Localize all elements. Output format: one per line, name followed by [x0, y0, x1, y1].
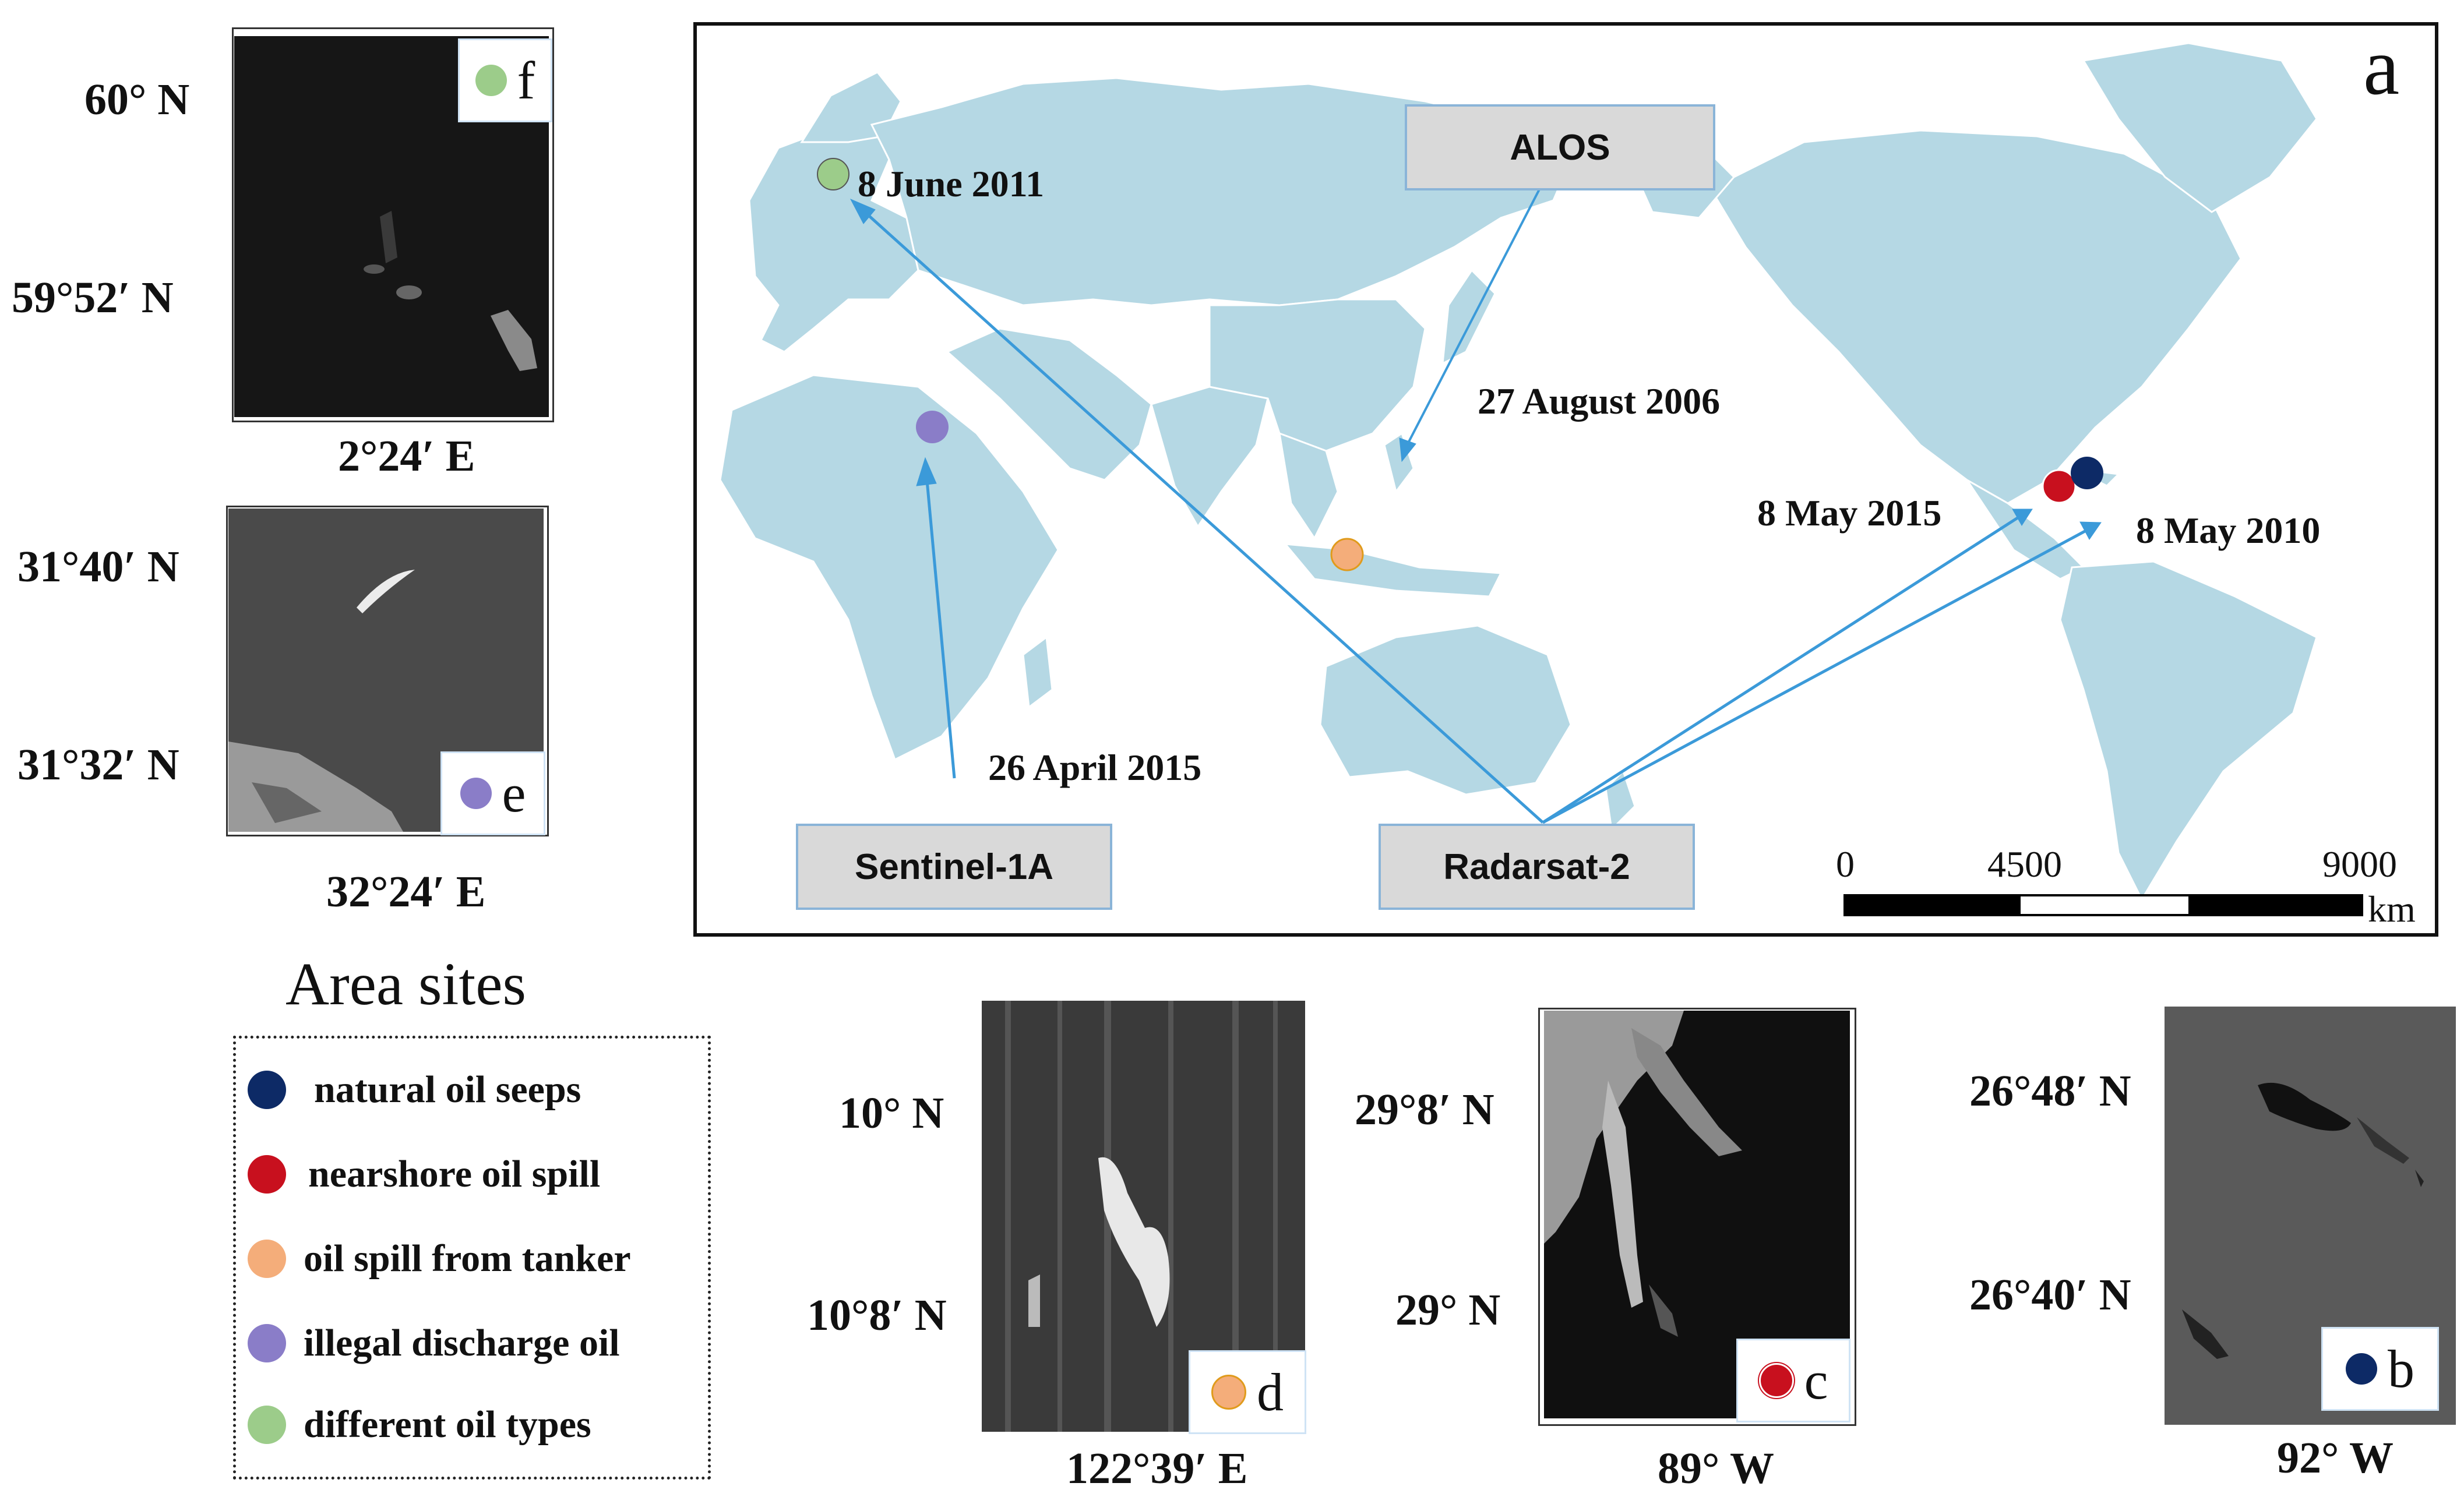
natural-oil-seeps-dot: [2346, 1353, 2377, 1385]
land-africa: [719, 374, 1059, 761]
date-may-2015: 8 May 2015: [1757, 492, 1942, 534]
panel-letter-c: c: [1804, 1351, 1828, 1410]
different-oil-types-dot: [248, 1406, 286, 1444]
panel-letter-a: a: [2363, 22, 2400, 112]
land-north-america: [1709, 129, 2242, 504]
panel-b-lat-26-40n: 26°40′ N: [1969, 1270, 2131, 1319]
satellite-alos: ALOS: [1405, 104, 1715, 190]
panel-f-lat-59-52n: 59°52′ N: [12, 273, 174, 322]
land-north-asia: [870, 77, 1572, 306]
scale-tick-0: 0: [1836, 843, 1855, 885]
site-gulf-nearshore: [2042, 469, 2077, 504]
nearshore-oil-spill-dot: [1758, 1363, 1794, 1398]
legend-label: different oil types: [304, 1403, 591, 1446]
panel-c-lat-29-8n: 29°8′ N: [1355, 1085, 1494, 1134]
panel-e-lon-32-24e: 32°24′ E: [326, 867, 486, 916]
date-may-2010: 8 May 2010: [2136, 510, 2321, 551]
legend-item-oil-spill-from-tanker: oil spill from tanker: [248, 1237, 631, 1281]
land-greenland: [2082, 42, 2318, 213]
natural-oil-seeps-dot: [248, 1071, 286, 1109]
panel-e-frame: [226, 506, 549, 836]
panel-d-lat-10n: 10° N: [839, 1089, 944, 1138]
panel-letter-f: f: [517, 51, 535, 110]
legend-label: nearshore oil spill: [308, 1153, 601, 1195]
panel-c-lon-89w: 89° W: [1658, 1444, 1775, 1493]
panel-f-lon-2-24e: 2°24′ E: [338, 432, 475, 481]
land-india: [1150, 386, 1269, 528]
legend-label: oil spill from tanker: [304, 1237, 631, 1280]
panel-letter-d: d: [1257, 1362, 1284, 1422]
site-gulf-seeps: [2071, 457, 2103, 489]
site-egypt: [916, 411, 949, 443]
land-se-asia: [1278, 432, 1339, 540]
panel-f-tag: f: [458, 38, 552, 122]
site-norway: [817, 158, 849, 190]
legend-label: natural oil seeps: [314, 1068, 581, 1111]
legend-item-nearshore-oil-spill: nearshore oil spill: [248, 1152, 600, 1196]
legend-item-natural-oil-seeps: natural oil seeps: [248, 1068, 581, 1112]
panel-f-lat-60n: 60° N: [84, 75, 190, 124]
illegal-discharge-oil-dot: [248, 1324, 286, 1362]
land-china: [1208, 298, 1426, 452]
land-australia: [1319, 624, 1572, 796]
panel-c-lat-29n: 29° N: [1395, 1286, 1501, 1334]
satellite-radarsat: Radarsat-2: [1379, 824, 1695, 910]
scale-unit: km: [2368, 888, 2416, 930]
scale-tick-9000: 9000: [2322, 843, 2397, 885]
land-madagascar: [1022, 636, 1053, 709]
panel-letter-b: b: [2388, 1339, 2414, 1399]
panel-e-lat-31-32n: 31°32′ N: [17, 740, 179, 789]
scale-tick-4500: 4500: [1987, 843, 2062, 885]
panel-f-frame: [232, 27, 554, 422]
scale-bar: [1843, 894, 2363, 916]
satellite-sentinel: Sentinel-1A: [796, 824, 1112, 910]
oil-spill-from-tanker-dot: [248, 1240, 286, 1278]
panel-d-lon-122-39e: 122°39′ E: [1066, 1444, 1248, 1493]
panel-c-tag: c: [1736, 1339, 1850, 1422]
land-indonesia: [1283, 543, 1503, 598]
world-map-panel: a ALOS Sentinel-1A Radarsat-2 8 June 201…: [693, 22, 2438, 937]
legend-box: natural oil seeps nearshore oil spill oi…: [233, 1036, 711, 1480]
panel-e-lat-31-40n: 31°40′ N: [17, 542, 179, 591]
land-middle-east: [946, 327, 1152, 481]
legend-title: Area sites: [285, 951, 526, 1018]
land-japan: [1441, 269, 1496, 365]
legend-item-illegal-discharge-oil: illegal discharge oil: [248, 1321, 620, 1365]
panel-b-lon-92w: 92° W: [2277, 1434, 2394, 1482]
site-philippines: [1330, 538, 1364, 571]
legend-item-different-oil-types: different oil types: [248, 1403, 591, 1447]
panel-b-lat-26-48n: 26°48′ N: [1969, 1067, 2131, 1115]
legend-label: illegal discharge oil: [304, 1322, 620, 1364]
panel-c-frame: [1538, 1008, 1856, 1426]
date-june-2011: 8 June 2011: [858, 163, 1045, 204]
land-south-america: [2059, 560, 2318, 902]
oil-spill-from-tanker-dot: [1211, 1375, 1246, 1410]
panel-d-lat-10-8n: 10°8′ N: [807, 1291, 947, 1340]
nearshore-oil-spill-dot: [248, 1155, 286, 1194]
illegal-discharge-oil-dot: [460, 778, 492, 809]
date-april-2015: 26 April 2015: [988, 747, 1202, 788]
different-oil-types-dot: [475, 65, 507, 96]
panel-e-tag: e: [440, 751, 545, 835]
panel-letter-e: e: [502, 764, 526, 823]
date-august-2006: 27 August 2006: [1478, 380, 1721, 422]
panel-d-tag: d: [1189, 1350, 1306, 1434]
panel-b-tag: b: [2321, 1327, 2439, 1411]
